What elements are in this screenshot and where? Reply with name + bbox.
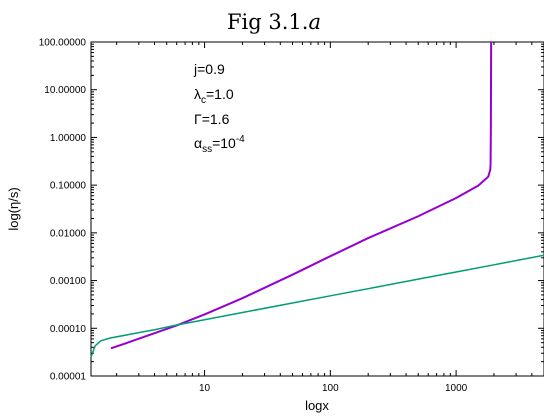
y-tick-label: 0.00001 bbox=[50, 372, 87, 383]
lambda-symbol: λ bbox=[194, 86, 201, 102]
y-tick-label: 100.00000 bbox=[39, 38, 87, 49]
y-axis: 0.00001 0.00010 0.00100 0.01000 0.10000 1.000… bbox=[39, 38, 544, 383]
lambda-subscript: c bbox=[201, 95, 206, 106]
lambda-value: =1.0 bbox=[206, 86, 234, 102]
y-tick-label: 0.01000 bbox=[50, 228, 87, 239]
y-axis-label: log(η/s) bbox=[6, 187, 21, 230]
chart-title-italic: a bbox=[308, 10, 321, 34]
y-tick-label: 0.00100 bbox=[50, 276, 87, 287]
plot-frame bbox=[90, 41, 544, 377]
annotation-gamma: Γ=1.6 bbox=[194, 111, 230, 127]
y-tick-label: 10.00000 bbox=[44, 85, 86, 96]
chart-title-main: Fig 3.1. bbox=[227, 10, 308, 34]
chart-title: Fig 3.1.a bbox=[227, 10, 321, 34]
annotation-lambda: λc=1.0 bbox=[194, 86, 234, 106]
annotation-j: j=0.9 bbox=[193, 61, 225, 77]
x-axis: 10 100 1000 bbox=[116, 42, 544, 394]
alpha-mid: =10 bbox=[212, 135, 236, 151]
x-tick-label: 1000 bbox=[445, 383, 468, 394]
annotation-alpha: αss=10-4 bbox=[194, 134, 245, 155]
alpha-subscript: ss bbox=[202, 144, 212, 155]
x-axis-label: logx bbox=[305, 398, 329, 413]
y-tick-label: 0.10000 bbox=[50, 181, 87, 192]
series-line-1 bbox=[110, 41, 493, 350]
alpha-superscript: -4 bbox=[236, 134, 245, 145]
x-tick-label: 100 bbox=[322, 383, 339, 394]
series-layer bbox=[90, 41, 544, 358]
annotation-block: j=0.9 λc=1.0 Γ=1.6 αss=10-4 bbox=[193, 61, 245, 155]
alpha-symbol: α bbox=[194, 135, 202, 151]
x-tick-label: 10 bbox=[199, 383, 211, 394]
y-tick-label: 0.00010 bbox=[50, 324, 87, 335]
y-tick-label: 1.00000 bbox=[50, 133, 87, 144]
series-line-2 bbox=[90, 254, 544, 358]
